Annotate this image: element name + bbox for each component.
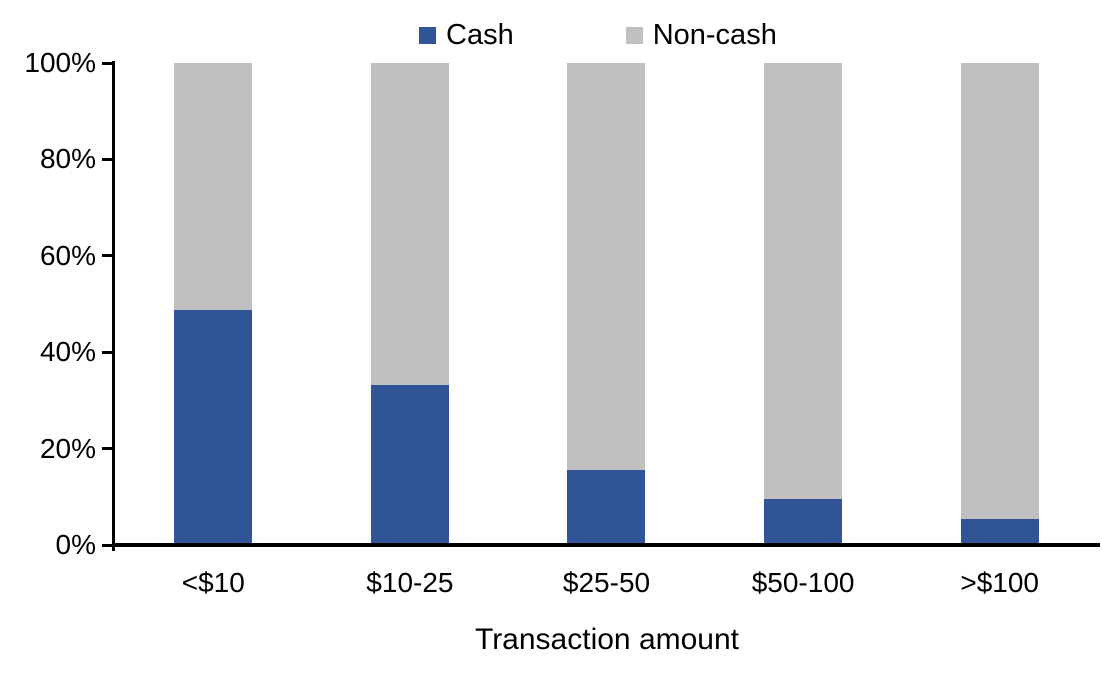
cash-segment: [370, 384, 449, 545]
y-tick-label: 0%: [55, 529, 96, 560]
x-tick-label: <$10: [181, 567, 245, 598]
legend: Cash Non-cash: [419, 18, 777, 52]
cash-segment: [567, 469, 646, 545]
y-tick-label: 40%: [39, 336, 96, 368]
y-tick-mark: [102, 543, 112, 547]
non-cash-legend-swatch-icon: [625, 26, 643, 44]
non-cash-segment: [174, 63, 253, 310]
cash-segment: [764, 499, 843, 545]
non-cash-segment: [567, 63, 646, 470]
x-axis-title: Transaction amount: [474, 623, 740, 656]
bar-group: [508, 63, 705, 545]
bar: [174, 63, 253, 545]
y-tick-mark: [102, 157, 112, 161]
bar-group: [115, 63, 312, 545]
non-cash-segment: [960, 63, 1039, 519]
y-tick-label: 20%: [39, 432, 96, 464]
x-tick-label: $25-50: [562, 567, 651, 598]
non-cash-segment: [764, 63, 843, 500]
y-tick-label: 100%: [24, 47, 96, 78]
x-axis-tick-labels: <$10 $10-25 $25-50 $50-100 >$100: [115, 566, 1098, 602]
y-axis-tick-marks: [102, 61, 112, 547]
y-tick-mark: [102, 254, 112, 258]
y-tick-label: 60%: [39, 239, 96, 271]
non-cash-segment: [370, 63, 449, 385]
x-tick-label: $10-25: [366, 567, 454, 598]
y-axis-line: [112, 61, 115, 551]
legend-item-non-cash: Non-cash: [625, 18, 777, 52]
y-tick-mark: [102, 350, 112, 354]
cash-segment: [960, 518, 1039, 545]
x-tick-label: >$100: [960, 567, 1040, 598]
y-tick-mark: [102, 447, 112, 451]
x-axis-line: [112, 543, 1100, 547]
bar-group: [312, 63, 509, 545]
legend-item-cash: Cash: [419, 18, 514, 52]
bar: [764, 63, 843, 545]
plot-area: [115, 63, 1098, 545]
non-cash-legend-label: Non-cash: [652, 19, 777, 51]
cash-legend-swatch-icon: [419, 26, 436, 44]
cash-legend-label: Cash: [446, 19, 514, 51]
y-tick-label: 80%: [39, 143, 96, 175]
bar: [960, 63, 1039, 545]
bar-group: [705, 63, 902, 545]
bar: [567, 63, 646, 545]
y-tick-mark: [102, 61, 112, 65]
cash-segment: [174, 309, 253, 545]
bar-group: [901, 63, 1098, 545]
y-axis-tick-labels: 0% 20% 40% 60% 80% 100%: [0, 47, 96, 560]
x-tick-label: $50-100: [751, 567, 855, 598]
bar: [370, 63, 449, 545]
